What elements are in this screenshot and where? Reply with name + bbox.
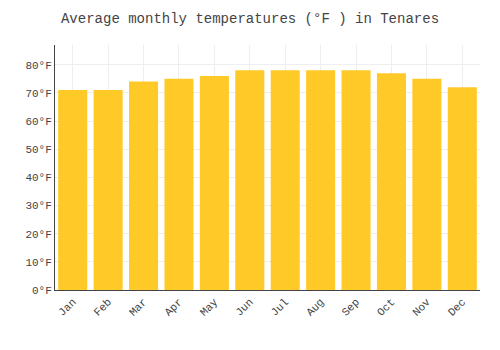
svg-text:Average monthly temperatures (: Average monthly temperatures (°F ) in Te… — [61, 11, 439, 27]
svg-text:Apr: Apr — [162, 296, 184, 318]
svg-text:70°F: 70°F — [25, 88, 51, 100]
svg-text:Mar: Mar — [127, 296, 149, 318]
svg-text:Jun: Jun — [233, 296, 255, 318]
svg-text:Oct: Oct — [375, 296, 397, 318]
svg-text:0°F: 0°F — [32, 285, 52, 297]
svg-text:60°F: 60°F — [25, 116, 51, 128]
svg-text:80°F: 80°F — [25, 60, 51, 72]
svg-text:Jul: Jul — [269, 296, 291, 318]
svg-text:Nov: Nov — [410, 296, 433, 319]
svg-text:40°F: 40°F — [25, 172, 51, 184]
svg-text:50°F: 50°F — [25, 144, 51, 156]
svg-text:Dec: Dec — [446, 296, 468, 318]
svg-text:Aug: Aug — [304, 296, 326, 318]
svg-text:20°F: 20°F — [25, 229, 51, 241]
svg-text:10°F: 10°F — [25, 257, 51, 269]
svg-text:Sep: Sep — [340, 296, 362, 318]
svg-text:May: May — [198, 296, 221, 319]
svg-text:Jan: Jan — [56, 296, 78, 318]
svg-text:Feb: Feb — [92, 296, 114, 318]
svg-text:30°F: 30°F — [25, 200, 51, 212]
